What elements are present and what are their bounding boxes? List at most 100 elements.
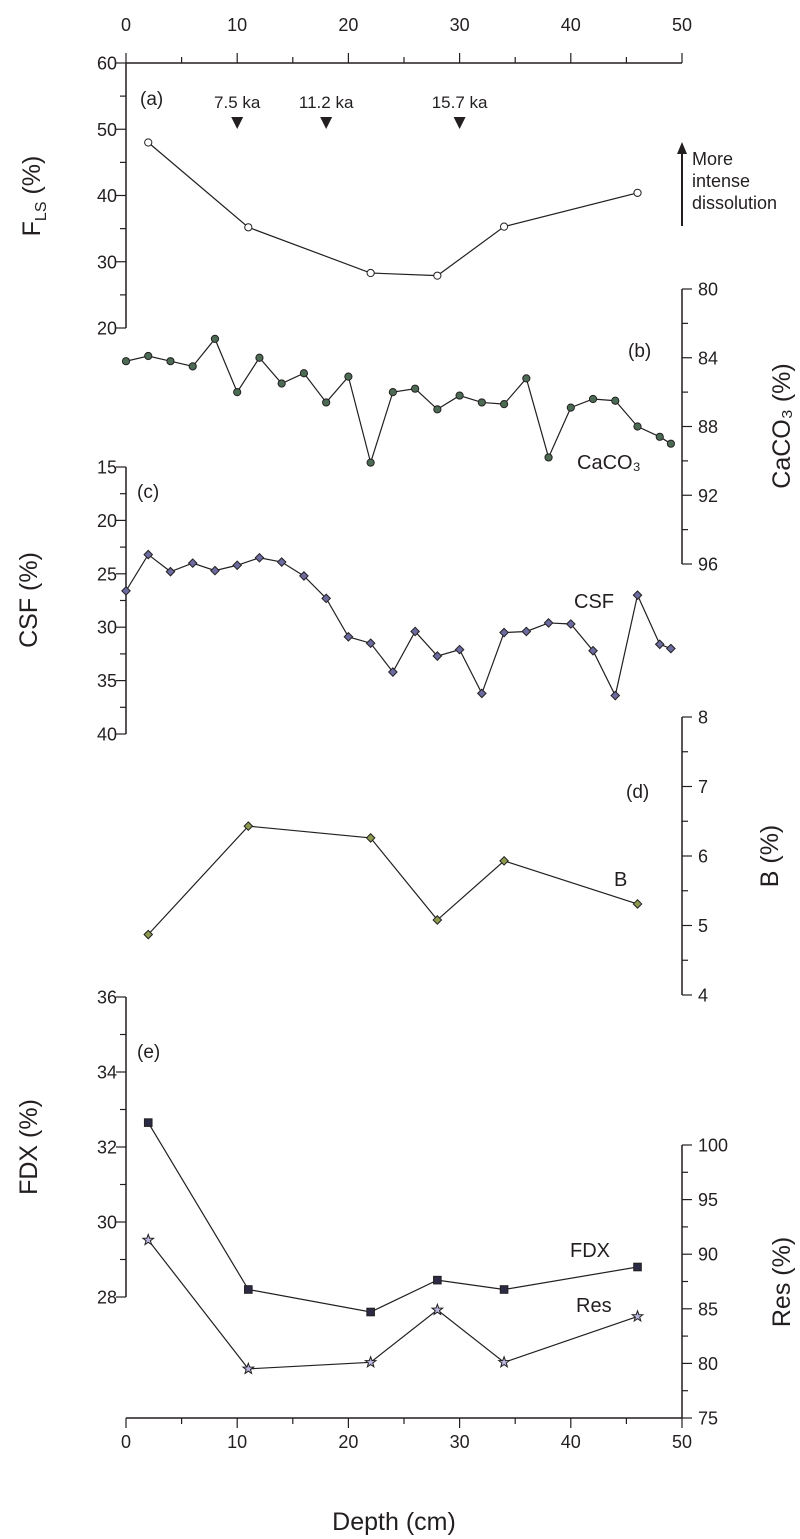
x-top-tick-label: 0 — [121, 15, 131, 35]
data-point-e — [366, 1307, 375, 1317]
data-point-c — [165, 566, 176, 577]
y-tick-label-c: 25 — [97, 564, 117, 584]
y-tick-label-d: 7 — [698, 777, 708, 797]
data-point-b — [411, 384, 420, 393]
y-tick-label-a: 50 — [97, 120, 117, 140]
age-annotation-label: 11.2 ka — [299, 93, 354, 112]
series-label-e2: Res — [576, 1295, 612, 1317]
data-point-d — [432, 915, 443, 925]
data-point-c — [232, 560, 243, 571]
y-axis-title-b: CaCO₃ (%) — [768, 363, 796, 488]
data-point-d — [499, 855, 509, 866]
data-point-b — [611, 396, 620, 405]
data-point-b — [388, 388, 397, 397]
data-point-b — [477, 398, 486, 407]
data-point-e — [433, 1275, 442, 1285]
data-point-a — [499, 222, 509, 231]
y-tick-label-b: 84 — [698, 348, 718, 368]
data-point-c — [588, 645, 598, 656]
data-point-e — [244, 1285, 253, 1294]
x-bottom-tick-label: 50 — [672, 1432, 692, 1452]
data-point-c — [299, 571, 309, 581]
age-annotation-label: 15.7 ka — [432, 93, 488, 112]
series-layer — [121, 117, 676, 1375]
y-tick-label-a: 20 — [97, 319, 117, 339]
y-tick-label-e: 28 — [97, 1288, 117, 1308]
x-top-tick-label: 40 — [561, 15, 581, 35]
age-marker-triangle — [231, 117, 244, 129]
y-tick-label-e: 34 — [97, 1063, 117, 1083]
labels-layer: Depth (cm) 0 0 10 10 20 20 30 30 40 40 50 50 20 30 40 5… — [15, 15, 796, 1536]
x-bottom-tick-label: 30 — [450, 1432, 470, 1452]
y-tick-label-a: 60 — [97, 54, 117, 74]
data-point-c — [665, 643, 676, 654]
data-point-c — [543, 618, 554, 628]
y-tick-label-b: 80 — [698, 280, 718, 300]
data-point-c — [121, 585, 131, 596]
data-point-b — [233, 388, 242, 397]
data-point-a — [433, 271, 442, 280]
data-point-b — [121, 357, 131, 366]
dissolution-note-line: More — [692, 149, 733, 169]
series-line-b — [125, 337, 672, 465]
y-tick-label-e: 32 — [97, 1138, 117, 1158]
y-tick-label-d: 6 — [698, 847, 708, 867]
y-tick-label-e2: 95 — [698, 1190, 718, 1210]
age-marker-triangle — [320, 117, 333, 129]
data-point-a — [244, 223, 253, 232]
x-top-tick-label: 50 — [672, 15, 692, 35]
data-point-c — [365, 638, 376, 649]
data-point-b — [633, 422, 642, 431]
y-axis-title-d: B (%) — [756, 825, 784, 888]
data-point-e2 — [497, 1355, 511, 1369]
data-point-c — [343, 631, 354, 642]
panel-label-a: (a) — [140, 89, 163, 110]
y-tick-label-e: 36 — [97, 988, 117, 1008]
x-axis-title: Depth (cm) — [332, 1508, 456, 1536]
panel-label-c: (c) — [137, 482, 159, 503]
data-point-b — [366, 458, 375, 467]
data-point-c — [476, 688, 487, 699]
y-tick-label-c: 40 — [97, 725, 117, 745]
data-point-b — [666, 439, 675, 448]
data-point-b — [588, 394, 598, 404]
data-point-b — [544, 453, 553, 462]
y-tick-label-a: 40 — [97, 186, 117, 206]
data-point-b — [144, 351, 153, 361]
y-tick-label-e: 30 — [97, 1213, 117, 1233]
data-point-b — [299, 369, 309, 378]
series-line-e2 — [147, 1239, 638, 1370]
data-point-c — [276, 557, 287, 567]
y-tick-label-d: 4 — [698, 986, 708, 1006]
age-annotation-label: 7.5 ka — [214, 93, 261, 112]
data-point-b — [344, 372, 353, 381]
y-tick-label-e2: 100 — [698, 1136, 728, 1156]
axes-layer — [116, 53, 692, 1428]
series-label-e: FDX — [570, 1240, 610, 1262]
y-tick-label-d: 8 — [698, 708, 708, 728]
y-tick-label-c: 20 — [97, 511, 117, 531]
data-point-e — [633, 1262, 642, 1272]
data-point-a — [366, 268, 375, 278]
data-point-c — [254, 552, 265, 563]
y-tick-label-e2: 85 — [698, 1299, 718, 1319]
age-marker-triangle — [453, 117, 466, 129]
data-point-b — [322, 398, 331, 407]
y-axis-title-a: FLS (%) — [18, 156, 50, 237]
data-point-e2 — [141, 1232, 155, 1246]
y-tick-label-c: 15 — [97, 458, 117, 478]
data-point-c — [187, 558, 198, 569]
series-line-d — [147, 825, 638, 935]
data-point-c — [610, 690, 621, 701]
x-top-tick-label: 10 — [227, 15, 247, 35]
y-tick-label-b: 88 — [698, 417, 718, 437]
data-point-d — [365, 833, 376, 843]
data-point-d — [243, 821, 254, 832]
x-bottom-tick-label: 20 — [338, 1432, 358, 1452]
series-line-c — [125, 553, 672, 698]
data-point-e2 — [630, 1309, 645, 1323]
data-point-c — [654, 639, 665, 650]
data-point-c — [143, 549, 154, 560]
data-point-b — [255, 353, 264, 362]
y-axis-title-e2: Res (%) — [768, 1237, 796, 1327]
